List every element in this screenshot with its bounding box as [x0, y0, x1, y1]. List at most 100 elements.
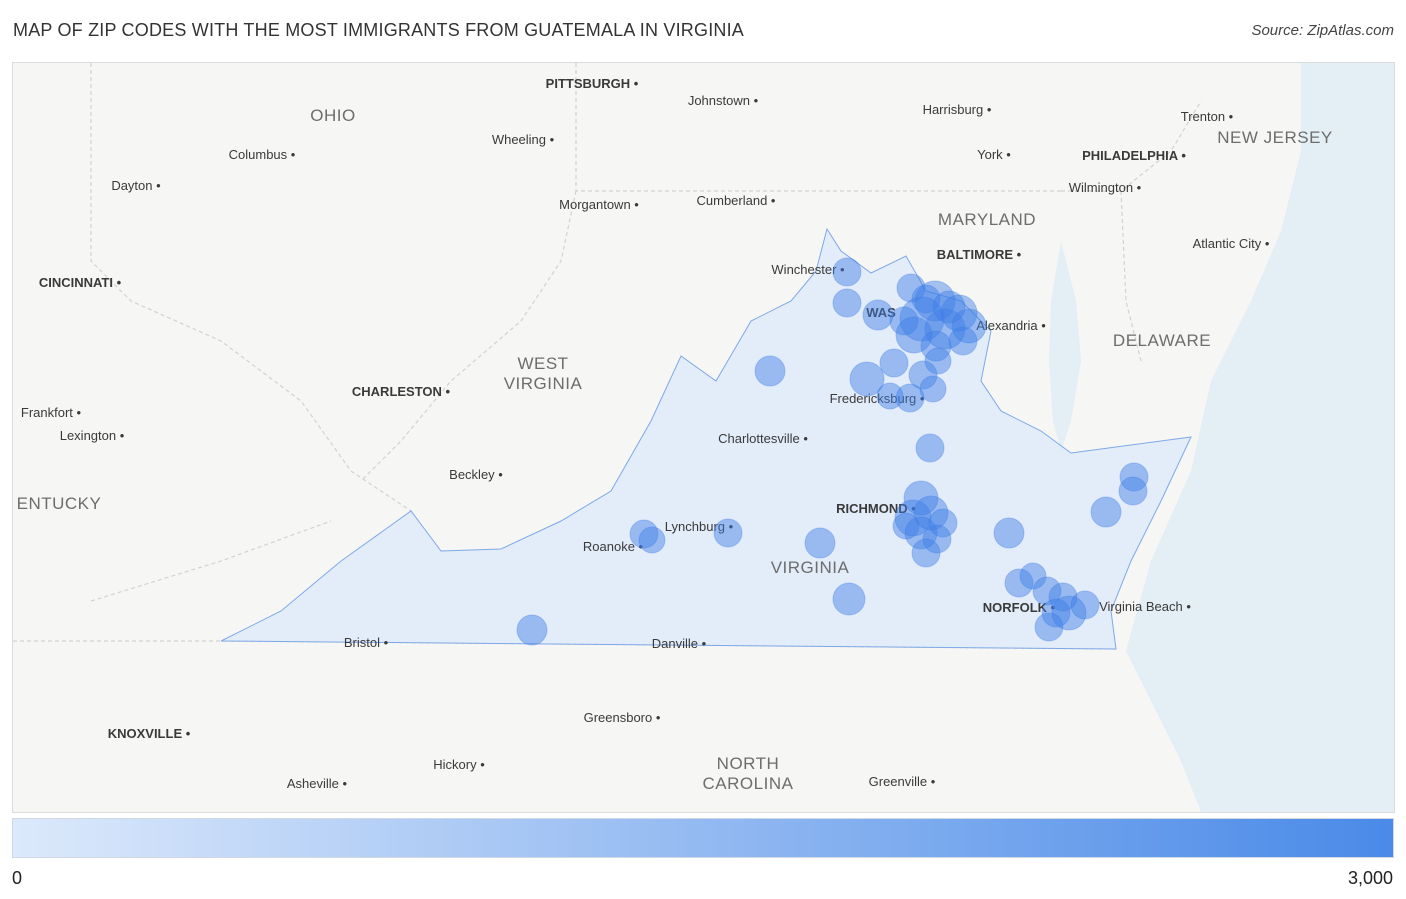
zip-marker[interactable]	[754, 355, 786, 387]
city-label: Lexington •	[60, 428, 125, 443]
city-name: Morgantown •	[559, 197, 639, 212]
zip-marker[interactable]	[862, 299, 894, 331]
city-label: Harrisburg •	[923, 102, 992, 117]
zip-marker[interactable]	[951, 308, 987, 344]
city-label: Fredericksburg •	[830, 391, 925, 406]
zip-marker[interactable]	[911, 538, 941, 568]
zip-marker[interactable]	[516, 614, 548, 646]
city-name: Alexandria •	[976, 318, 1046, 333]
zip-marker[interactable]	[1004, 568, 1034, 598]
zip-marker[interactable]	[896, 273, 926, 303]
state-label: ENTUCKY	[17, 494, 102, 513]
zip-marker[interactable]	[932, 290, 966, 324]
zip-marker[interactable]	[804, 527, 836, 559]
zip-marker[interactable]	[889, 306, 919, 336]
source-credit[interactable]: Source: ZipAtlas.com	[1251, 22, 1394, 39]
zip-marker[interactable]	[832, 288, 862, 318]
zip-marker[interactable]	[629, 519, 659, 549]
zip-marker[interactable]	[895, 316, 933, 354]
zip-marker[interactable]	[1118, 476, 1148, 506]
city-label: Greensboro •	[584, 710, 661, 725]
city-name: Hickory •	[433, 757, 485, 772]
zip-marker[interactable]	[924, 347, 952, 375]
zip-marker[interactable]	[1034, 612, 1064, 642]
zip-marker[interactable]	[879, 348, 909, 378]
zip-marker[interactable]	[1048, 582, 1078, 612]
zip-marker[interactable]	[914, 280, 956, 322]
zip-marker[interactable]	[919, 375, 947, 403]
city-name: PHILADELPHIA •	[1082, 148, 1186, 163]
zip-marker[interactable]	[908, 360, 938, 390]
city-label: RICHMOND •	[836, 501, 916, 516]
zip-marker[interactable]	[713, 518, 743, 548]
zip-marker[interactable]	[993, 517, 1025, 549]
zip-marker[interactable]	[1051, 595, 1087, 631]
zip-marker[interactable]	[928, 508, 958, 538]
city-name: Wheeling •	[492, 132, 555, 147]
zip-marker[interactable]	[1019, 562, 1047, 590]
zip-marker[interactable]	[1041, 598, 1071, 628]
city-name: Harrisburg •	[923, 102, 992, 117]
city-label: CINCINNATI •	[39, 275, 122, 290]
city-name: Frankfort •	[21, 405, 82, 420]
legend-max-label: 3,000	[1347, 868, 1393, 888]
zip-marker[interactable]	[894, 499, 932, 537]
state-label: NEW JERSEY	[1217, 128, 1333, 147]
zip-marker[interactable]	[1070, 590, 1100, 620]
zip-marker[interactable]	[638, 526, 666, 554]
city-label: Dayton •	[111, 178, 161, 193]
city-name: Atlantic City •	[1193, 236, 1270, 251]
city-label: PITTSBURGH •	[546, 76, 639, 91]
zip-marker[interactable]	[940, 294, 978, 332]
city-name: RICHMOND •	[836, 501, 916, 516]
city-label: Morgantown •	[559, 197, 639, 212]
city-label: Hickory •	[433, 757, 485, 772]
zip-marker[interactable]	[904, 516, 938, 550]
city-label: Alexandria •	[976, 318, 1046, 333]
zip-marker[interactable]	[899, 296, 945, 342]
zip-marker[interactable]	[924, 308, 966, 350]
zip-marker[interactable]	[1032, 576, 1062, 606]
zip-marker[interactable]	[911, 284, 941, 314]
zip-marker[interactable]	[903, 480, 939, 516]
state-label: WEST	[517, 354, 568, 373]
city-label: Winchester •	[771, 262, 845, 277]
city-name: Bristol •	[344, 635, 389, 650]
city-label: Cumberland •	[697, 193, 776, 208]
city-label: Beckley •	[449, 467, 503, 482]
state-label: OHIO	[310, 106, 355, 125]
zip-marker[interactable]	[1090, 496, 1122, 528]
base-map	[13, 63, 1394, 812]
city-label: Wilmington •	[1069, 180, 1142, 195]
city-label: Virginia Beach •	[1099, 599, 1191, 614]
city-name: BALTIMORE •	[937, 247, 1022, 262]
zip-marker[interactable]	[948, 326, 978, 356]
zip-marker[interactable]	[913, 495, 949, 531]
page-title: MAP OF ZIP CODES WITH THE MOST IMMIGRANT…	[13, 20, 744, 40]
city-name: CINCINNATI •	[39, 275, 122, 290]
city-labels: PITTSBURGH • Johnstown • Harrisburg • Trent…	[21, 76, 1270, 791]
zip-marker[interactable]	[895, 383, 925, 413]
zip-marker[interactable]	[892, 512, 920, 540]
city-label: Lynchburg •	[665, 519, 734, 534]
virginia-outline	[220, 227, 1192, 650]
city-label: Roanoke •	[583, 539, 644, 554]
city-label: Bristol •	[344, 635, 389, 650]
city-name: Lexington •	[60, 428, 125, 443]
zip-marker[interactable]	[915, 433, 945, 463]
zip-marker[interactable]	[832, 257, 862, 287]
zip-marker[interactable]	[832, 582, 866, 616]
city-name: Roanoke •	[583, 539, 644, 554]
city-name: KNOXVILLE •	[108, 726, 191, 741]
zip-marker[interactable]	[920, 330, 952, 362]
city-name: Greenville •	[869, 774, 936, 789]
city-label: Columbus •	[229, 147, 296, 162]
city-name: Columbus •	[229, 147, 296, 162]
city-name: Winchester •	[771, 262, 845, 277]
map-canvas[interactable]: OHIO MARYLAND NEW JERSEY DELAWARE WEST VIRGIN…	[12, 62, 1395, 813]
zip-marker[interactable]	[922, 524, 952, 554]
zip-marker[interactable]	[1119, 462, 1149, 492]
zip-marker[interactable]	[876, 382, 904, 410]
zip-marker[interactable]	[849, 361, 885, 397]
